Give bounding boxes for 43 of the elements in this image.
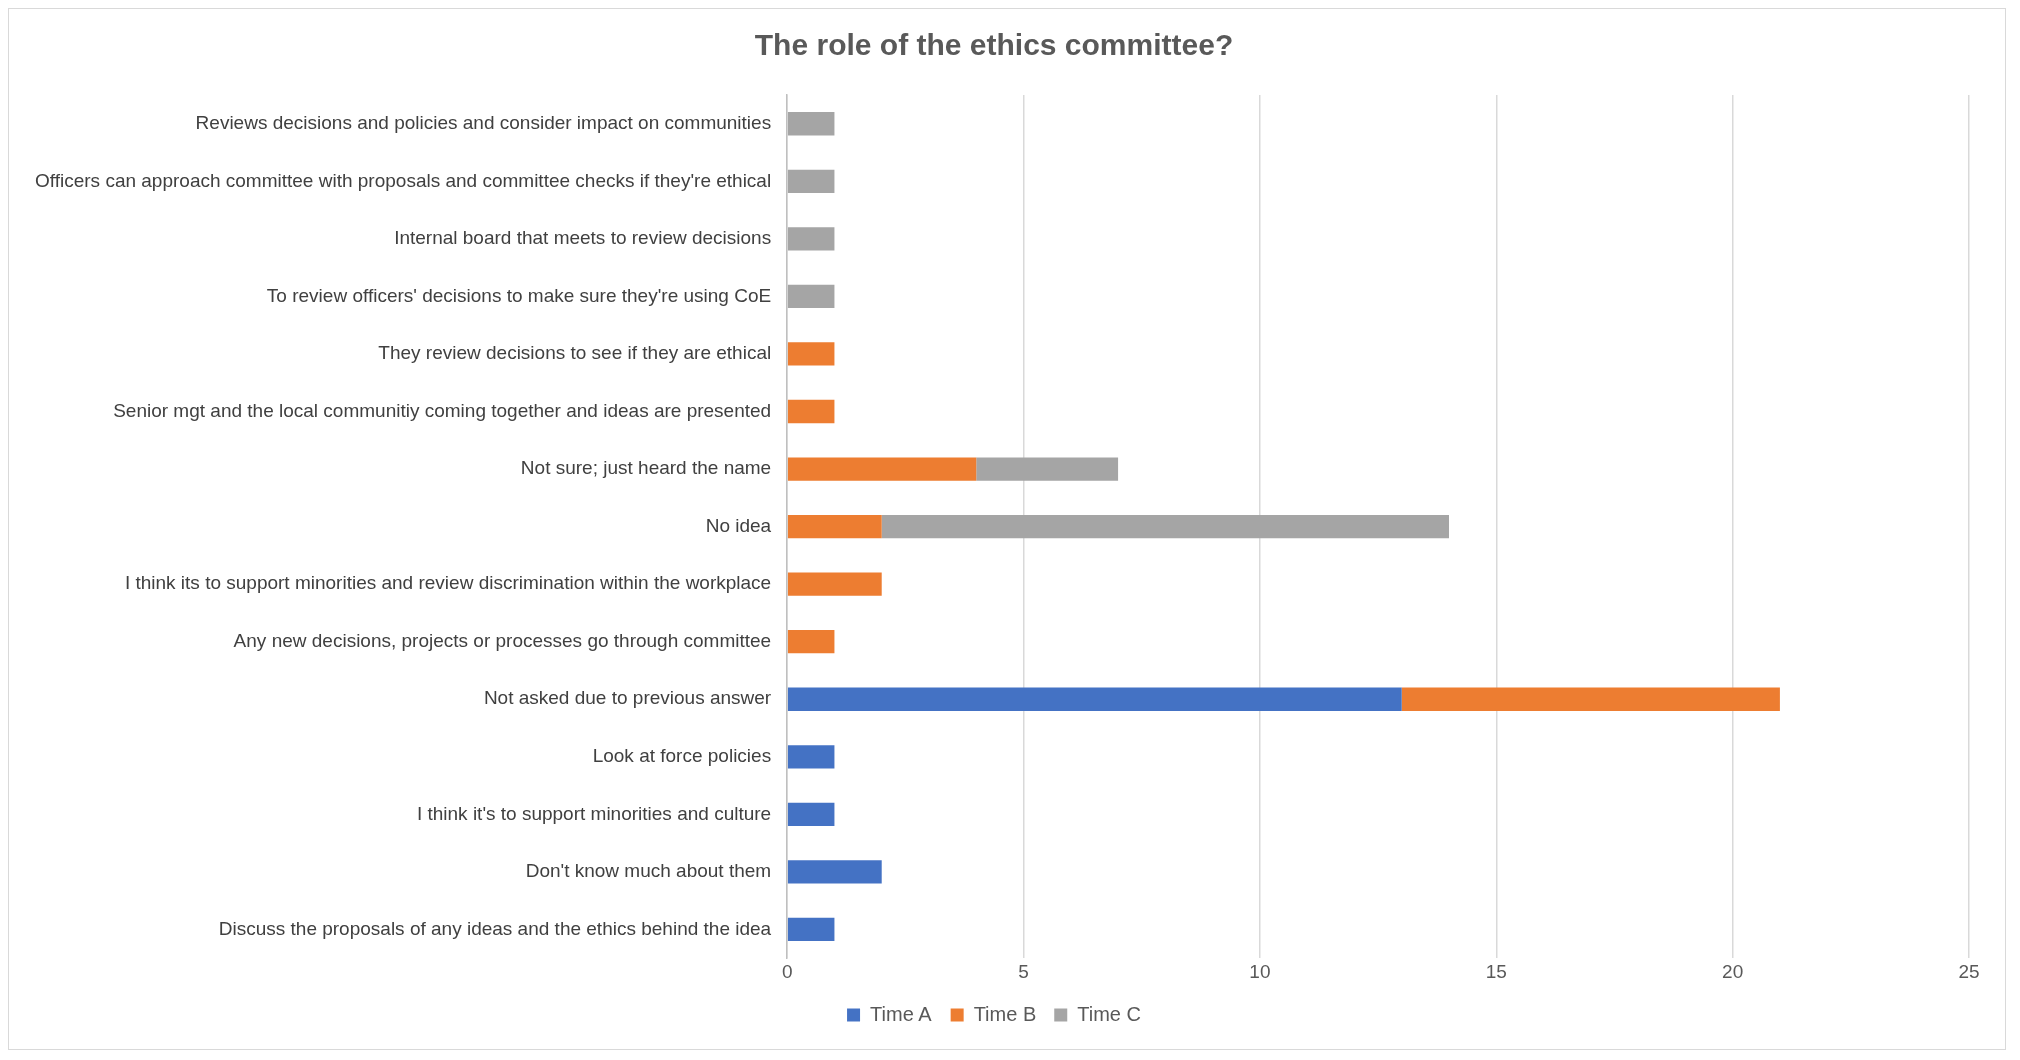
y-tick-label: I think its to support minorities and review discrimination within the workplace [124,572,772,594]
bar [787,572,882,596]
bar [787,514,882,539]
y-tick-label: Not asked due to previous answer [483,687,772,709]
y-tick-label: I think it's to support minorities and culture [416,802,772,824]
bar [787,112,835,136]
x-tick-label: 20 [1722,960,1744,982]
y-tick-label: Discuss the proposals of any ideas and the ethics behind the idea [218,917,772,939]
x-tick-label: 5 [1018,960,1029,982]
bar [787,802,835,826]
legend-label: Time C [1077,1002,1141,1025]
y-tick-label: To review officers' decisions to make sure they're using CoE [266,284,772,306]
bar [787,399,835,424]
bar [787,630,835,654]
y-tick-label: Internal board that meets to review decisions [394,227,772,249]
y-tick-label: Don't know much about them [525,860,772,882]
x-tick-label: 10 [1249,960,1271,982]
bar [787,342,835,366]
bar [787,917,835,942]
x-tick-label: 25 [1958,960,1980,982]
y-tick-label: Officers can approach committee with proposals and committee checks if they're ethical [34,169,772,191]
bar [1401,687,1780,711]
y-tick-label: Not sure; just heard the name [520,457,772,479]
bar [881,514,1449,539]
bar [787,227,835,251]
y-tick-label: Reviews decisions and policies and consider impact on communities [195,112,772,134]
bar [787,860,882,884]
y-tick-label: They review decisions to see if they are ethical [378,342,772,364]
chart-title: The role of the ethics committee? [754,28,1234,62]
legend-label: Time A [870,1002,933,1025]
bar [787,745,835,769]
x-tick-label: 15 [1485,960,1507,982]
legend-label: Time B [973,1002,1037,1025]
bar [787,687,1402,711]
bar [787,284,835,309]
y-tick-label: Any new decisions, projects or processes go through committee [233,629,772,651]
bar [787,457,977,481]
y-tick-label: No idea [705,514,772,536]
bar [787,169,835,193]
x-tick-label: 0 [781,960,793,982]
y-tick-label: Look at force policies [592,745,772,767]
y-tick-label: Senior mgt and the local communitiy coming together and ideas are presented [113,399,772,421]
bar [976,457,1119,481]
